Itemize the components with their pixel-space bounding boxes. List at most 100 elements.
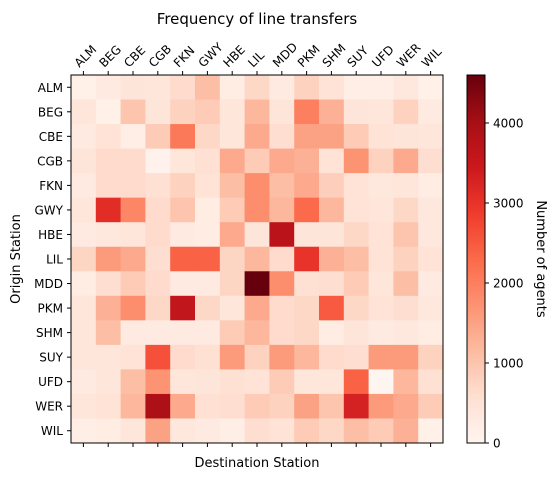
- heatmap-cell: [170, 100, 195, 125]
- heatmap-cell: [369, 345, 394, 370]
- heatmap-cell: [319, 173, 344, 198]
- x-tick-label: CBE: [121, 43, 148, 70]
- heatmap-cell: [393, 149, 418, 174]
- heatmap-cell: [418, 296, 443, 321]
- heatmap-cell: [344, 173, 369, 198]
- colorbar-tick-label: 3000: [493, 197, 524, 211]
- heatmap-cell: [71, 222, 96, 247]
- x-tick-label: WER: [394, 41, 424, 71]
- colorbar-tick-label: 0: [493, 437, 501, 451]
- heatmap-cell: [418, 369, 443, 394]
- heatmap-cell: [269, 394, 294, 419]
- heatmap-cell: [220, 320, 245, 345]
- heatmap-cell: [269, 345, 294, 370]
- heatmap-cell: [145, 149, 170, 174]
- x-tick-label: SHM: [320, 41, 349, 70]
- heatmap-cell: [170, 75, 195, 100]
- heatmap-cell: [121, 100, 146, 125]
- heatmap-cell: [170, 271, 195, 296]
- heatmap-cell: [319, 100, 344, 125]
- heatmap-cell: [220, 271, 245, 296]
- heatmap-cell: [269, 271, 294, 296]
- heatmap-cell: [269, 75, 294, 100]
- heatmap-cell: [121, 173, 146, 198]
- heatmap-cell: [170, 418, 195, 443]
- y-tick-label: FKN: [39, 179, 63, 193]
- heatmap-cell: [393, 271, 418, 296]
- heatmap-cell: [71, 75, 96, 100]
- heatmap-cell: [369, 418, 394, 443]
- heatmap-cell: [145, 345, 170, 370]
- heatmap-cells: [71, 75, 444, 444]
- heatmap-cell: [344, 418, 369, 443]
- heatmap-cell: [294, 100, 319, 125]
- x-tick-label: MDD: [270, 40, 300, 70]
- heatmap-cell: [393, 198, 418, 223]
- heatmap-cell: [96, 394, 121, 419]
- heatmap-cell: [369, 320, 394, 345]
- x-tick-label: WIL: [419, 44, 445, 70]
- heatmap-cell: [96, 149, 121, 174]
- heatmap-cell: [393, 296, 418, 321]
- x-tick-label: FKN: [171, 43, 198, 70]
- heatmap-cell: [369, 100, 394, 125]
- heatmap-cell: [220, 345, 245, 370]
- heatmap-cell: [319, 296, 344, 321]
- heatmap-cell: [418, 320, 443, 345]
- heatmap-cell: [344, 100, 369, 125]
- y-tick-label: PKM: [38, 302, 63, 316]
- heatmap-cell: [369, 75, 394, 100]
- heatmap-cell: [418, 394, 443, 419]
- heatmap-cell: [393, 418, 418, 443]
- y-tick-label: UFD: [38, 375, 63, 389]
- heatmap-cell: [369, 149, 394, 174]
- x-tick-label: ALM: [72, 42, 100, 70]
- heatmap-cell: [96, 222, 121, 247]
- heatmap-cell: [96, 271, 121, 296]
- heatmap-cell: [220, 124, 245, 149]
- heatmap-cell: [121, 247, 146, 272]
- heatmap-cell: [418, 418, 443, 443]
- y-tick-label: WIL: [41, 424, 63, 438]
- heatmap-cell: [145, 369, 170, 394]
- heatmap-cell: [418, 100, 443, 125]
- heatmap-cell: [269, 173, 294, 198]
- heatmap-cell: [121, 394, 146, 419]
- heatmap-cell: [393, 369, 418, 394]
- heatmap-cell: [96, 198, 121, 223]
- heatmap-cell: [344, 320, 369, 345]
- heatmap-cell: [294, 149, 319, 174]
- heatmap-cell: [319, 394, 344, 419]
- heatmap-cell: [269, 369, 294, 394]
- heatmap-cell: [245, 296, 270, 321]
- heatmap-cell: [220, 369, 245, 394]
- colorbar-label: Number of agents: [533, 200, 548, 318]
- heatmap-cell: [71, 320, 96, 345]
- y-tick-label: GWY: [35, 203, 64, 217]
- heatmap-cell: [220, 247, 245, 272]
- y-axis-ticks: ALM BEG CBE CGB FKN GWY HBE LIL MDD PKM SHM SUY UFD W…: [34, 81, 71, 438]
- heatmap-cell: [418, 198, 443, 223]
- heatmap-cell: [245, 394, 270, 419]
- y-tick-label: SUY: [39, 351, 63, 365]
- heatmap-cell: [195, 247, 220, 272]
- heatmap-cell: [96, 100, 121, 125]
- heatmap-cell: [418, 173, 443, 198]
- heatmap-cell: [71, 418, 96, 443]
- heatmap-cell: [269, 198, 294, 223]
- heatmap-cell: [393, 173, 418, 198]
- x-axis-label: Destination Station: [195, 456, 320, 471]
- heatmap-cell: [369, 296, 394, 321]
- chart-title: Frequency of line transfers: [157, 10, 358, 28]
- heatmap-cell: [170, 173, 195, 198]
- heatmap-cell: [393, 345, 418, 370]
- y-tick-label: MDD: [34, 277, 63, 291]
- colorbar-tick-label: 4000: [493, 117, 524, 131]
- heatmap-cell: [195, 296, 220, 321]
- heatmap-cell: [319, 418, 344, 443]
- heatmap-cell: [269, 296, 294, 321]
- heatmap-cell: [294, 173, 319, 198]
- y-tick-label: HBE: [38, 228, 63, 242]
- heatmap-cell: [369, 173, 394, 198]
- heatmap-cell: [319, 369, 344, 394]
